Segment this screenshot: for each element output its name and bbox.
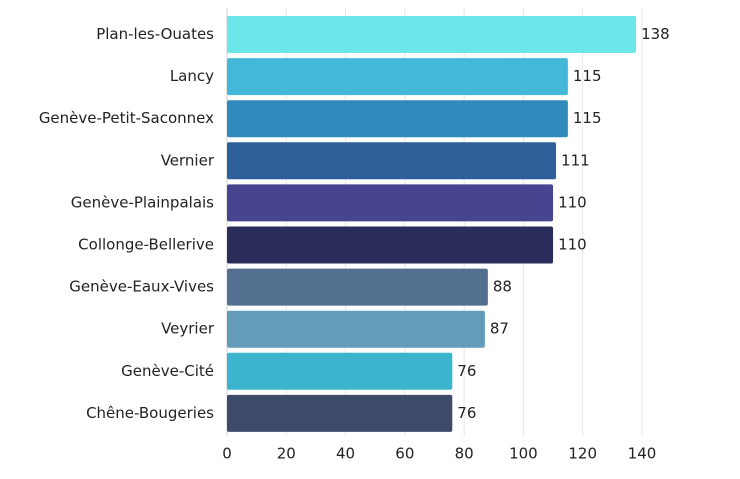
category-label: Genève-Petit-Saconnex <box>39 109 214 127</box>
x-tick-label: 80 <box>455 445 474 463</box>
category-label: Genève-Cité <box>121 362 214 380</box>
value-label: 115 <box>573 67 602 85</box>
x-tick-label: 60 <box>395 445 414 463</box>
value-labels: 138 115 115 111 110 110 88 87 76 76 <box>457 25 669 422</box>
category-label: Collonge-Bellerive <box>78 236 214 254</box>
value-label: 115 <box>573 109 602 127</box>
x-tick-label: 0 <box>222 445 232 463</box>
value-label: 110 <box>558 193 587 211</box>
bar-8[interactable] <box>227 352 453 390</box>
bar-1[interactable] <box>227 58 568 96</box>
category-label: Lancy <box>170 67 214 85</box>
x-tick-label: 140 <box>628 445 657 463</box>
bar-2[interactable] <box>227 100 568 138</box>
x-axis-ticks: 0 20 40 60 80 100 120 140 <box>222 445 656 463</box>
bars <box>227 16 637 432</box>
bar-5[interactable] <box>227 226 554 264</box>
bar-6[interactable] <box>227 268 488 306</box>
x-tick-label: 120 <box>568 445 597 463</box>
category-label: Veyrier <box>161 320 215 338</box>
bar-3[interactable] <box>227 142 557 180</box>
category-label: Genève-Eaux-Vives <box>69 278 214 296</box>
category-label: Genève-Plainpalais <box>71 193 214 211</box>
category-label: Plan-les-Ouates <box>96 25 214 43</box>
value-label: 76 <box>457 404 476 422</box>
x-tick-label: 100 <box>509 445 538 463</box>
value-label: 76 <box>457 362 476 380</box>
bar-4[interactable] <box>227 184 554 222</box>
value-label: 87 <box>490 320 509 338</box>
category-label: Chêne-Bougeries <box>86 404 214 422</box>
category-labels: Plan-les-Ouates Lancy Genève-Petit-Saconne… <box>39 25 215 422</box>
x-tick-label: 20 <box>277 445 296 463</box>
value-label: 88 <box>493 278 512 296</box>
x-tick-label: 40 <box>336 445 355 463</box>
value-label: 110 <box>558 236 587 254</box>
value-label: 138 <box>641 25 670 43</box>
bar-0[interactable] <box>227 16 637 53</box>
bar-9[interactable] <box>227 394 453 432</box>
bar-7[interactable] <box>227 310 485 348</box>
value-label: 111 <box>561 151 590 169</box>
category-label: Vernier <box>161 151 215 169</box>
